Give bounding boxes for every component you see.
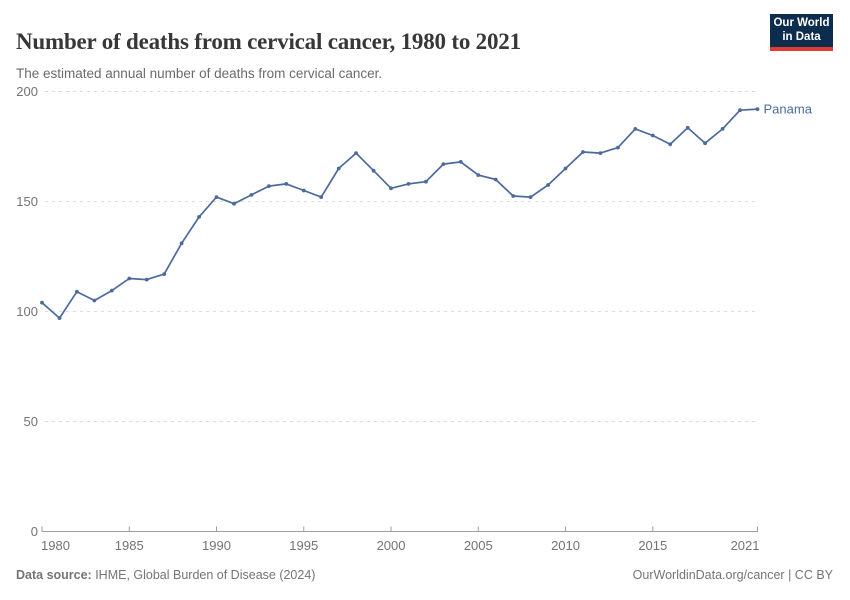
data-point-marker [40,300,44,305]
data-point-marker [127,276,132,281]
data-point-marker [633,126,638,131]
data-point-marker [685,125,690,130]
x-tick-label: 2010 [551,538,580,553]
license-link[interactable]: CC BY [794,568,833,582]
data-point-marker [458,160,463,164]
data-point-marker [284,182,289,186]
chart-title: Number of deaths from cervical cancer, 1… [16,29,521,55]
data-point-marker [301,188,306,193]
data-point-marker [162,272,167,276]
y-tick-label: 50 [24,414,38,429]
data-point-marker [616,145,620,150]
owid-logo[interactable]: Our World in Data [770,14,833,51]
data-point-marker [57,316,62,320]
data-point-marker [598,151,603,156]
data-point-marker [476,173,481,178]
x-tick-label: 1995 [289,538,318,553]
y-tick-label: 100 [16,304,38,319]
rights-separator: | [784,568,795,582]
x-tick-label: 1980 [41,538,70,553]
x-tick-label: 1985 [115,538,144,553]
data-point-marker [493,177,498,182]
chart-subtitle: The estimated annual number of deaths fr… [16,65,383,81]
data-point-marker [406,182,411,186]
data-point-marker [528,195,533,200]
data-point-marker [336,166,341,171]
data-point-marker [232,201,236,206]
x-tick-label: 2015 [638,538,667,553]
data-point-marker [371,168,376,173]
data-point-marker [197,215,202,219]
data-line-panama [41,108,759,319]
rights-note: OurWorldinData.org/cancer | CC BY [633,568,833,582]
data-point-marker [441,162,446,167]
data-point-marker [650,133,655,138]
owid-url-link[interactable]: OurWorldinData.org/cancer [632,568,785,582]
data-point-marker [109,288,114,293]
data-point-marker [703,141,707,146]
data-source-note: Data source: IHME, Global Burden of Dise… [16,568,315,582]
y-tick-label: 0 [31,524,38,539]
data-point-marker [738,108,742,113]
data-point-marker [144,277,149,282]
data-point-marker [668,142,673,147]
data-point-marker [92,298,97,303]
data-point-marker [179,241,184,246]
data-point-marker [214,195,219,200]
data-point-marker [563,166,568,171]
owid-logo-line1: Our World [773,16,830,29]
x-tick-label: 1990 [202,538,231,553]
data-point-marker [354,151,358,156]
data-point-marker [249,193,254,197]
x-tick-label: 2021 [731,538,760,553]
data-point-marker [424,179,428,184]
data-point-marker [581,150,585,154]
data-point-marker [511,194,516,198]
data-point-marker [720,126,725,131]
data-source-label: Data source: [16,568,92,582]
x-tick-label: 2000 [377,538,406,553]
data-point-marker [546,183,550,187]
data-point-marker [319,195,324,200]
owid-logo-line2: in Data [782,30,821,43]
x-tick-label: 2005 [464,538,493,553]
data-point-marker [755,107,760,111]
data-point-marker [389,186,393,191]
data-point-marker [267,184,271,189]
data-source-link[interactable]: IHME, Global Burden of Disease (2024) [91,568,316,582]
data-point-marker [75,289,79,294]
y-tick-label: 150 [16,194,38,209]
entity-label-panama[interactable]: Panama [764,102,813,117]
y-tick-label: 200 [16,84,38,99]
